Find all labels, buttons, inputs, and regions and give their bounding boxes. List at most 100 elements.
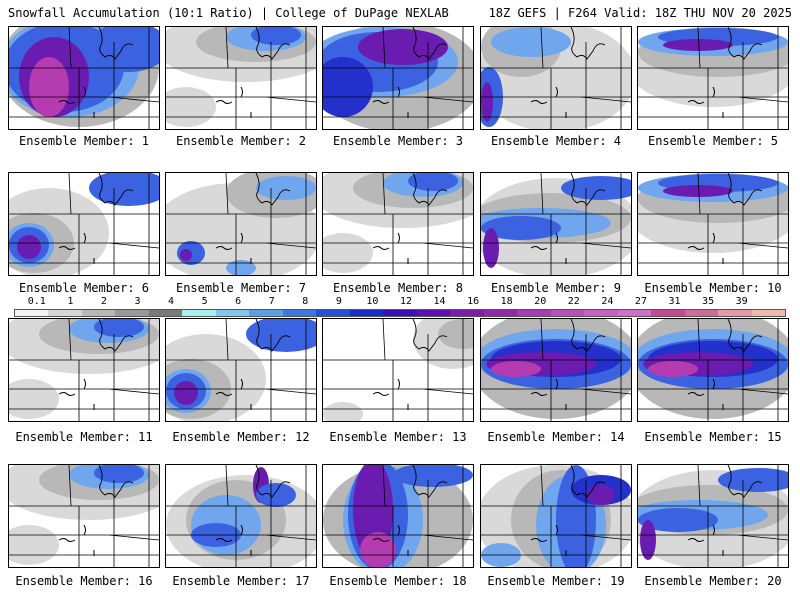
colorbar-swatches — [14, 309, 786, 317]
snowfall-map — [481, 465, 631, 567]
lake-outlines — [58, 232, 95, 264]
colorbar-label: 10 — [366, 296, 379, 307]
member-map — [322, 318, 474, 422]
coastline — [570, 27, 606, 60]
colorbar-swatch — [517, 310, 551, 316]
colorbar-label: 16 — [467, 296, 480, 307]
snowfall-shade — [180, 249, 192, 261]
snowfall-shade — [638, 508, 718, 532]
snowfall-map — [9, 27, 159, 129]
lake-outlines — [687, 86, 724, 118]
colorbar-swatch — [182, 310, 216, 316]
member-caption: Ensemble Member: 5 — [647, 134, 779, 148]
header: Snowfall Accumulation (10:1 Ratio) | Col… — [0, 0, 800, 24]
snowfall-shade — [256, 176, 316, 200]
coastline — [412, 319, 448, 352]
snowfall-map — [9, 465, 159, 567]
product-title: Snowfall Accumulation (10:1 Ratio) | Col… — [8, 6, 449, 20]
snowfall-shade — [323, 402, 363, 421]
coastline — [255, 173, 291, 206]
snowfall-shade — [89, 27, 159, 72]
member-map — [165, 26, 317, 130]
snowfall-shade — [174, 381, 198, 405]
snowfall-shade — [256, 483, 296, 507]
member-map — [322, 26, 474, 130]
colorbar-label: 9 — [335, 296, 342, 307]
snowfall-shade — [9, 525, 59, 565]
colorbar-swatch — [48, 310, 82, 316]
lake-outlines — [687, 524, 724, 556]
colorbar-label: 12 — [399, 296, 413, 307]
snowfall-shade — [438, 319, 473, 349]
member-map — [165, 318, 317, 422]
colorbar-swatch — [651, 310, 685, 316]
snowfall-shade — [663, 39, 733, 51]
colorbar-label: 7 — [268, 296, 275, 307]
colorbar-swatch — [282, 310, 317, 316]
coastline — [255, 27, 291, 60]
snowfall-map — [638, 319, 788, 421]
colorbar-swatch — [617, 310, 652, 316]
coastline — [727, 465, 763, 498]
member-map — [322, 464, 474, 568]
snowfall-map — [9, 173, 159, 275]
snowfall-shade — [29, 57, 69, 117]
member-caption: Ensemble Member: 19 — [487, 574, 625, 588]
lake-outlines — [530, 232, 567, 264]
colorbar-label: 24 — [601, 296, 614, 307]
member-caption: Ensemble Member: 12 — [172, 430, 310, 444]
member-caption: Ensemble Member: 11 — [15, 430, 153, 444]
snowfall-shade — [246, 319, 316, 352]
member-map — [637, 318, 789, 422]
snowfall-shade — [587, 485, 615, 505]
colorbar-label: 0.1 — [27, 296, 46, 307]
colorbar-swatch — [751, 310, 786, 316]
model-valid-time: 18Z GEFS | F264 Valid: 18Z THU NOV 20 20… — [488, 6, 792, 20]
member-caption: Ensemble Member: 2 — [175, 134, 307, 148]
snowfall-shade — [166, 87, 216, 127]
member-caption: Ensemble Member: 18 — [329, 574, 467, 588]
member-caption: Ensemble Member: 17 — [172, 574, 310, 588]
colorbar-swatch — [718, 310, 752, 316]
snowfall-map — [323, 319, 473, 421]
lake-outlines — [215, 378, 252, 410]
colorbar-swatch — [15, 310, 49, 316]
coastline — [98, 319, 134, 352]
snowfall-shade — [9, 379, 59, 419]
lake-outlines — [372, 378, 409, 410]
colorbar-swatch — [215, 310, 250, 316]
lake-outlines — [530, 378, 567, 410]
member-map — [8, 318, 160, 422]
snowfall-map — [323, 173, 473, 275]
snowfall-map — [638, 27, 788, 129]
snowfall-map — [166, 465, 316, 567]
coastline — [570, 319, 606, 352]
coastline — [412, 173, 448, 206]
colorbar-label: 18 — [500, 296, 513, 307]
snowfall-shade — [561, 176, 631, 200]
snowfall-shade — [663, 185, 733, 197]
colorbar-label: 31 — [668, 296, 681, 307]
member-caption: Ensemble Member: 20 — [644, 574, 782, 588]
coastline — [98, 465, 134, 498]
lake-outlines — [687, 232, 724, 264]
member-map — [637, 464, 789, 568]
coastline — [570, 465, 606, 498]
colorbar-swatch — [349, 310, 384, 316]
colorbar-swatch — [148, 310, 183, 316]
colorbar-label: 2 — [100, 296, 107, 307]
member-caption: Ensemble Member: 8 — [332, 281, 464, 295]
lake-outlines — [687, 378, 724, 410]
snowfall-shade — [251, 27, 301, 45]
colorbar-label: 5 — [201, 296, 208, 307]
snowfall-shade — [640, 520, 656, 560]
coastline — [412, 27, 448, 60]
member-caption: Ensemble Member: 1 — [18, 134, 150, 148]
member-map — [637, 172, 789, 276]
colorbar-label: 22 — [567, 296, 580, 307]
snowfall-map — [481, 27, 631, 129]
colorbar-swatch — [684, 310, 719, 316]
member-map — [165, 172, 317, 276]
snowfall-shade — [718, 468, 788, 492]
member-caption: Ensemble Member: 4 — [490, 134, 622, 148]
